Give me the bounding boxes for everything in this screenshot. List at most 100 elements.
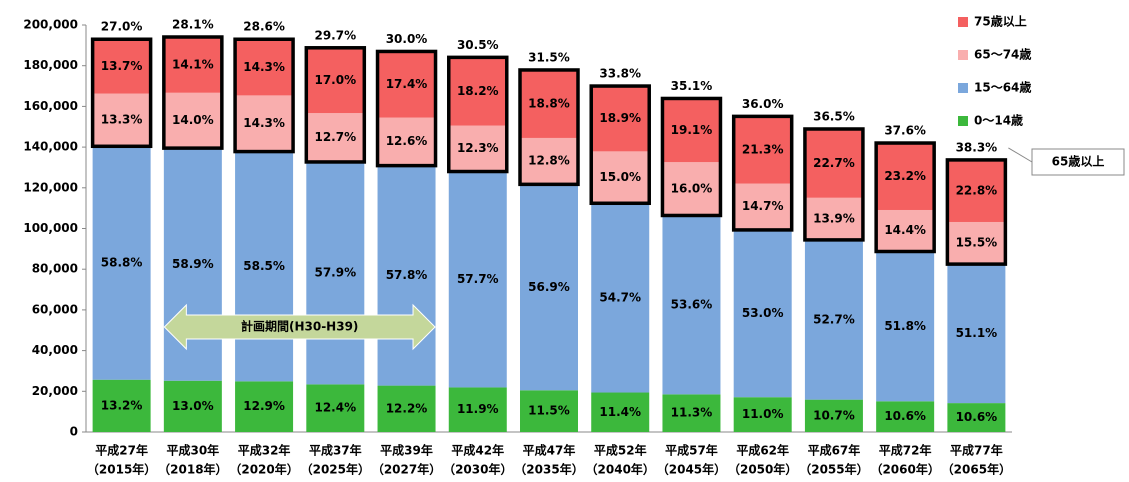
x-tick-label: 平成47年 — [523, 443, 576, 458]
segment-label: 13.3% — [101, 112, 143, 126]
bar-segment — [733, 229, 792, 398]
x-tick-label: 平成77年 — [950, 443, 1003, 458]
elderly-share-label: 30.0% — [386, 32, 428, 46]
segment-label: 53.6% — [671, 297, 713, 311]
segment-label: 51.8% — [884, 319, 926, 333]
bar-segment — [448, 125, 507, 172]
segment-label: 14.3% — [243, 116, 285, 130]
bar-segment — [733, 397, 792, 432]
segment-label: 17.0% — [314, 73, 356, 87]
x-tick-label: 平成39年 — [380, 443, 433, 458]
segment-label: 51.1% — [956, 326, 998, 340]
elderly-share-label: 35.1% — [671, 79, 713, 93]
segment-label: 11.4% — [599, 405, 641, 419]
bar-segment — [662, 394, 721, 432]
elderly-outline — [518, 68, 580, 187]
bar-segment — [662, 98, 721, 163]
x-tick-label: （2020年） — [229, 462, 298, 477]
y-tick-label: 160,000 — [23, 99, 78, 113]
bar-segment — [876, 251, 935, 402]
bar-segment — [306, 113, 365, 162]
elderly-share-label: 36.0% — [742, 97, 784, 111]
legend-swatch — [958, 50, 968, 60]
bar-segment — [377, 51, 436, 118]
segment-label: 14.1% — [172, 57, 214, 71]
y-tick-label: 140,000 — [23, 140, 78, 154]
callout-text: 65歳以上 — [1052, 154, 1105, 169]
segment-label: 23.2% — [884, 169, 926, 183]
bar-segment — [448, 57, 507, 126]
x-tick-label: （2025年） — [301, 462, 370, 477]
bar-segment — [662, 162, 721, 216]
x-tick-label: （2018年） — [158, 462, 227, 477]
bar-segment — [448, 387, 507, 432]
segment-label: 58.9% — [172, 257, 214, 271]
elderly-share-label: 33.8% — [599, 67, 641, 81]
segment-label: 13.7% — [101, 59, 143, 73]
elderly-share-label: 31.5% — [528, 50, 570, 64]
segment-label: 14.0% — [172, 113, 214, 127]
segment-label: 13.0% — [172, 399, 214, 413]
y-tick-label: 40,000 — [32, 343, 78, 357]
segment-label: 15.0% — [599, 170, 641, 184]
bar-segment — [591, 392, 650, 432]
segment-label: 18.2% — [457, 84, 499, 98]
elderly-outline — [589, 84, 651, 206]
segment-label: 52.7% — [813, 312, 855, 326]
bar-segment — [377, 117, 436, 166]
x-tick-label: （2040年） — [586, 462, 655, 477]
bar-segment — [520, 69, 578, 138]
x-tick-label: 平成52年 — [594, 443, 647, 458]
bar-segment — [804, 399, 863, 432]
bar-segment — [235, 95, 294, 152]
segment-label: 14.4% — [884, 223, 926, 237]
segment-label: 19.1% — [671, 123, 713, 137]
x-tick-label: 平成32年 — [238, 443, 291, 458]
x-tick-label: （2015年） — [87, 462, 156, 477]
elderly-share-label: 29.7% — [314, 28, 356, 42]
segment-label: 11.0% — [742, 407, 784, 421]
segment-label: 12.4% — [314, 401, 356, 415]
bar-segment — [804, 128, 863, 198]
bar-segment — [947, 403, 1006, 432]
segment-label: 57.9% — [314, 266, 356, 280]
segment-label: 53.0% — [742, 306, 784, 320]
bar-segment — [804, 197, 863, 240]
elderly-share-label: 27.0% — [101, 20, 143, 34]
segment-label: 10.6% — [956, 410, 998, 424]
segment-label: 16.0% — [671, 181, 713, 195]
y-tick-label: 20,000 — [32, 384, 78, 398]
bar-segment — [377, 165, 436, 386]
segment-label: 58.8% — [101, 255, 143, 269]
segment-label: 54.7% — [599, 290, 641, 304]
segment-label: 12.7% — [314, 130, 356, 144]
y-tick-label: 100,000 — [23, 221, 78, 235]
segment-label: 22.7% — [813, 156, 855, 170]
bar-segment — [163, 148, 222, 381]
elderly-outline — [945, 158, 1008, 266]
x-tick-label: 平成37年 — [309, 443, 362, 458]
legend-swatch — [958, 83, 968, 93]
bar-segment — [163, 37, 222, 93]
segment-label: 12.6% — [386, 134, 428, 148]
x-tick-label: （2055年） — [799, 462, 868, 477]
x-tick-label: 平成57年 — [665, 443, 718, 458]
segment-label: 12.8% — [528, 154, 570, 168]
y-tick-label: 80,000 — [32, 262, 78, 276]
segment-label: 58.5% — [243, 259, 285, 273]
x-tick-label: 平成67年 — [808, 443, 861, 458]
bar-segment — [662, 215, 721, 395]
segment-label: 14.3% — [243, 60, 285, 74]
segment-label: 18.8% — [528, 96, 570, 110]
segment-label: 11.5% — [528, 404, 570, 418]
bar-segment — [520, 184, 578, 391]
x-tick-label: （2030年） — [443, 462, 512, 477]
segment-label: 57.8% — [386, 268, 428, 282]
elderly-share-label: 28.6% — [243, 20, 285, 34]
segment-label: 13.9% — [813, 211, 855, 225]
x-tick-label: （2027年） — [372, 462, 441, 477]
bar-segment — [520, 390, 578, 432]
x-tick-label: 平成72年 — [879, 443, 932, 458]
elderly-share-label: 38.3% — [956, 140, 998, 154]
bar-segment — [804, 239, 863, 400]
